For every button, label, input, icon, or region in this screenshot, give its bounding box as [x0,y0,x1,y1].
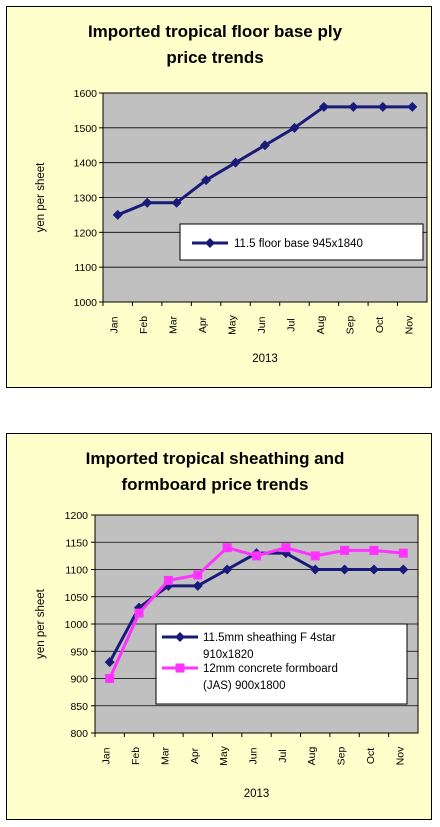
legend-marker [175,663,185,673]
legend: 11.5 floor base 945x1840 [179,223,424,261]
data-point [112,209,123,220]
y-tick-label: 1300 [74,193,98,205]
x-tick-label: Aug [306,747,318,766]
legend-label-line-1: 11.5mm sheathing F 4star [203,632,336,644]
legend-label: 11.5 floor base 945x1840 [234,238,363,250]
y-tick-label: 1400 [74,158,98,170]
data-point [339,564,350,575]
y-tick-label: 850 [70,701,88,713]
data-point [222,564,233,575]
x-tick-label: Jun [248,747,260,764]
y-tick-label: 1100 [74,262,97,274]
legend-label-line-2: (JAS) 900x1800 [203,680,285,692]
x-tick-label: May [227,314,239,335]
y-tick-label: 1000 [74,297,98,309]
x-tick-label: Feb [130,747,142,765]
data-point [407,101,418,112]
y-tick-label: 1500 [74,123,98,135]
x-tick-label: Jul [277,749,289,762]
data-point [134,608,144,618]
data-point [201,175,212,186]
x-tick-label: Nov [394,746,406,765]
data-point [310,564,321,575]
data-point [163,580,174,591]
y-tick-label: 1100 [65,565,88,577]
data-point [134,602,145,613]
legend-marker [205,238,215,248]
data-point [193,570,203,580]
data-point [368,564,379,575]
data-point [281,543,291,553]
data-point [340,545,350,555]
y-tick-label: 1200 [65,510,89,522]
data-point [377,101,388,112]
data-point [398,564,409,575]
legend-marker [175,632,185,642]
chart-title-line-1: Imported tropical sheathing and [86,449,345,468]
x-tick-label: Apr [197,316,209,333]
y-tick-label: 1200 [74,227,98,239]
y-tick-label: 800 [70,728,88,740]
chart-panel-sheathing-formboard: Imported tropical sheathing and formboard… [6,433,432,820]
data-point [289,122,300,133]
data-point [310,551,320,561]
sheathing-formboard-chart: Imported tropical sheathing and formboard… [35,449,419,800]
chart-title-line-2: formboard price trends [121,475,308,494]
y-axis-label: yen per sheet [35,162,47,232]
y-tick-label: 950 [70,646,88,658]
x-tick-label: Sep [336,747,348,766]
x-axis-label: 2013 [244,788,270,800]
series-2 [105,543,408,683]
x-tick-label: Feb [138,316,150,334]
x-tick-label: Oct [365,748,377,764]
data-point [318,101,329,112]
data-point [348,101,359,112]
data-point [171,197,182,208]
series-1 [112,101,418,220]
x-tick-label: Jul [285,318,297,331]
data-point [252,551,261,561]
legend-label-line-2: 910x1820 [203,649,254,661]
chart-panel-floor-base: Imported tropical floor base ply price tr… [6,6,432,388]
data-point [230,157,241,168]
x-tick-label: Nov [403,315,415,334]
x-tick-label: Jan [101,747,113,764]
data-point [142,197,153,208]
x-axis-label: 2013 [252,353,278,365]
chart-title-line-2: price trends [166,48,263,67]
x-tick-label: Mar [159,746,171,765]
data-point [104,657,115,668]
data-point [222,543,232,553]
chart-title-line-1: Imported tropical floor base ply [88,22,343,41]
data-point [369,545,379,555]
y-tick-label: 1150 [65,537,88,549]
data-point [398,548,408,558]
y-tick-label: 900 [70,674,88,686]
x-tick-label: Jan [109,316,121,333]
data-point [260,140,270,151]
x-tick-label: Mar [168,315,180,334]
data-point [163,575,173,585]
x-tick-label: Jun [256,316,268,333]
y-tick-label: 1050 [65,592,89,604]
data-point [192,580,203,591]
floor-base-chart: Imported tropical floor base ply price tr… [35,22,428,365]
legend-label-line-1: 12mm concrete formboard [203,663,338,675]
y-tick-label: 1000 [65,619,89,631]
x-tick-label: Apr [189,747,201,764]
data-point [105,674,115,683]
x-tick-label: Oct [374,317,386,333]
x-tick-label: Aug [315,316,327,335]
y-tick-label: 1600 [74,88,98,100]
x-tick-label: Sep [344,316,356,335]
x-tick-label: May [218,745,230,766]
y-axis-label: yen per sheet [35,588,47,658]
legend: 11.5mm sheathing F 4star 910x1820 12mm con… [155,623,408,705]
